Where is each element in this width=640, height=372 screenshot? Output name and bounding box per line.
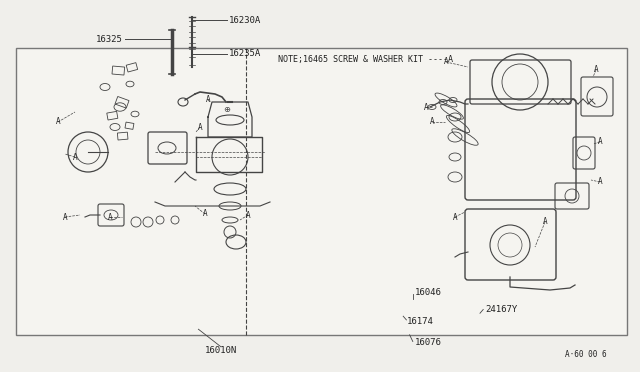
Bar bbox=[115, 96, 129, 108]
Text: 16325: 16325 bbox=[96, 35, 123, 44]
Text: A: A bbox=[598, 138, 602, 147]
Text: A: A bbox=[205, 96, 211, 105]
Bar bbox=[117, 132, 128, 140]
Bar bbox=[126, 62, 138, 72]
Text: ⊕: ⊕ bbox=[223, 106, 230, 115]
Text: 16076: 16076 bbox=[415, 338, 442, 347]
Bar bbox=[107, 111, 118, 120]
Text: A: A bbox=[108, 212, 112, 221]
Bar bbox=[16, 48, 627, 335]
Text: A: A bbox=[56, 118, 60, 126]
Text: NOTE;16465 SCREW & WASHER KIT ----A: NOTE;16465 SCREW & WASHER KIT ----A bbox=[278, 55, 453, 64]
Text: 16174: 16174 bbox=[406, 317, 433, 326]
Text: A: A bbox=[198, 122, 202, 131]
Text: A: A bbox=[63, 212, 67, 221]
Text: A: A bbox=[452, 212, 458, 221]
Text: A: A bbox=[203, 209, 207, 218]
Bar bbox=[112, 66, 125, 75]
Text: 16235A: 16235A bbox=[228, 49, 260, 58]
Bar bbox=[125, 122, 134, 129]
Text: A: A bbox=[424, 103, 428, 112]
Text: A·60 00 6: A·60 00 6 bbox=[565, 350, 607, 359]
Text: 16046: 16046 bbox=[415, 288, 442, 296]
Text: A: A bbox=[429, 118, 435, 126]
Text: A: A bbox=[73, 153, 77, 161]
Text: A: A bbox=[594, 65, 598, 74]
Text: 16010N: 16010N bbox=[205, 346, 237, 355]
Text: A: A bbox=[543, 218, 547, 227]
Text: 24167Y: 24167Y bbox=[485, 305, 517, 314]
Text: A: A bbox=[246, 211, 250, 219]
Text: A: A bbox=[444, 58, 448, 67]
Text: 16230A: 16230A bbox=[228, 16, 260, 25]
Text: A: A bbox=[598, 177, 602, 186]
